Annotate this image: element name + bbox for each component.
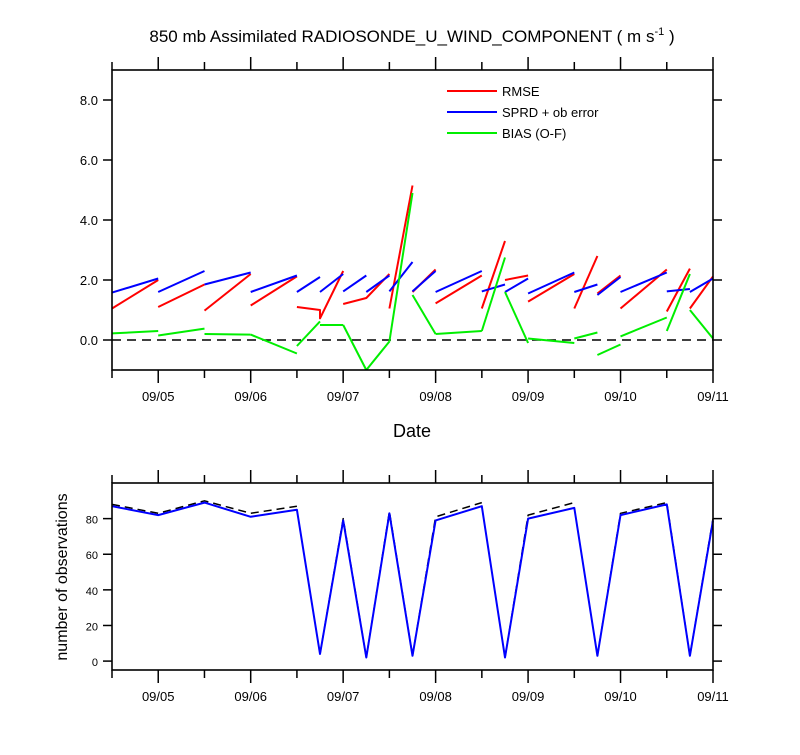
bottom-series-line-possible-observations	[596, 501, 714, 657]
top-x-tick-label: 09/11	[697, 389, 729, 404]
top-series-line-sprd-ob-error	[666, 288, 691, 293]
bottom-series-line-possible-observations	[319, 501, 483, 659]
top-series-line-bias-o-f	[596, 343, 621, 356]
top-series-line-bias-o-f	[504, 291, 530, 344]
top-series-line-rmse	[157, 283, 205, 308]
top-series-line-bias-o-f	[689, 309, 714, 340]
chart-title-close: )	[664, 27, 674, 46]
top-series-line-sprd-ob-error	[596, 276, 622, 296]
bottom-y-tick-label: 80	[86, 515, 98, 527]
top-panel: 0.0 2.0 4.0 6.0 8.0 09/05 09/06 09/07 09/08 09/09…	[80, 57, 729, 404]
top-series-bias-o-f	[111, 192, 714, 371]
top-series-line-bias-o-f	[365, 340, 391, 371]
top-series-line-sprd-ob-error	[573, 283, 598, 293]
legend-label: RMSE	[502, 84, 540, 99]
chart-title-superscript: -1	[654, 26, 664, 38]
bottom-y-tick-label: 0	[92, 657, 98, 669]
top-series-line-sprd-ob-error	[296, 276, 321, 293]
top-series-line-bias-o-f	[342, 324, 368, 371]
bottom-y-tick-label: 60	[86, 550, 98, 562]
top-series-line-sprd-ob-error	[342, 274, 367, 293]
top-series-line-bias-o-f	[528, 337, 575, 344]
top-plot-frame	[111, 69, 714, 371]
top-series-line-sprd-ob-error	[527, 271, 575, 295]
top-y-tick-label: 8.0	[80, 93, 98, 108]
top-series-line-sprd-ob-error	[435, 270, 483, 293]
top-series-line-rmse	[527, 273, 575, 303]
top-series-line-bias-o-f	[620, 316, 668, 338]
top-series-line-bias-o-f	[158, 327, 205, 337]
top-series-line-bias-o-f	[388, 192, 414, 342]
top-series-line-sprd-ob-error	[689, 277, 714, 293]
bottom-panel: 0 20 40 60 80 09/05 09/06 09/07 09/08 09/09 09/10 0…	[86, 470, 729, 704]
top-series-line-rmse	[342, 273, 391, 305]
top-series-line-bias-o-f	[411, 294, 437, 335]
top-series-line-sprd-ob-error	[111, 277, 159, 294]
top-series-line-bias-o-f	[250, 333, 298, 355]
top-x-tick-label: 09/07	[327, 389, 360, 404]
top-series-line-sprd-ob-error	[388, 261, 414, 293]
top-series-line-rmse	[480, 240, 506, 309]
top-series-line-rmse	[296, 270, 345, 320]
bottom-x-tick-label: 09/06	[234, 689, 267, 704]
top-x-tick-label: 09/06	[234, 389, 267, 404]
top-y-tick-label: 2.0	[80, 273, 98, 288]
top-series-line-bias-o-f	[204, 333, 251, 336]
top-y-tick-label: 0.0	[80, 333, 98, 348]
top-series-line-rmse	[388, 185, 414, 309]
top-series-line-rmse	[573, 255, 599, 309]
top-x-tick-label: 09/05	[142, 389, 175, 404]
top-series-line-sprd-ob-error	[504, 277, 529, 293]
legend-label: SPRD + ob error	[502, 105, 599, 120]
top-series-line-rmse	[250, 275, 298, 307]
top-x-tick-label: 09/10	[604, 389, 637, 404]
bottom-x-tick-label: 09/05	[142, 689, 175, 704]
top-series-line-rmse	[203, 273, 252, 312]
bottom-plot-frame	[111, 482, 714, 671]
top-series-rmse	[111, 185, 714, 320]
bottom-y-tick-label: 20	[86, 621, 98, 633]
top-series-line-sprd-ob-error	[365, 274, 390, 293]
top-series-line-bias-o-f	[665, 273, 691, 332]
chart-title: 850 mb Assimilated RADIOSONDE_U_WIND_COM…	[149, 26, 674, 46]
top-series-line-bias-o-f	[111, 330, 159, 335]
top-x-tick-label: 09/09	[512, 389, 545, 404]
bottom-series-line-possible-observations	[111, 500, 298, 515]
x-axis-label: Date	[393, 421, 431, 441]
top-series-line-sprd-ob-error	[250, 274, 298, 293]
bottom-x-tick-label: 09/08	[419, 689, 452, 704]
top-series-line-rmse	[111, 279, 159, 310]
top-series-line-bias-o-f	[435, 330, 482, 335]
top-x-tick-label: 09/08	[419, 389, 452, 404]
bottom-x-tick-label: 09/10	[604, 689, 637, 704]
top-y-tick-label: 6.0	[80, 153, 98, 168]
bottom-x-tick-label: 09/07	[327, 689, 360, 704]
top-y-tick-label: 4.0	[80, 213, 98, 228]
top-series-line-sprd-ob-error	[620, 271, 668, 293]
top-series-line-bias-o-f	[480, 257, 506, 332]
top-series-line-bias-o-f	[296, 320, 321, 347]
top-series-line-bias-o-f	[574, 331, 598, 340]
top-series-line-rmse	[435, 274, 483, 305]
top-series-line-sprd-ob-error	[319, 273, 344, 293]
top-series-line-rmse	[504, 274, 529, 281]
y-axis-label-bottom: number of observations	[54, 493, 71, 660]
bottom-x-tick-label: 09/09	[512, 689, 545, 704]
top-series-line-rmse	[596, 274, 622, 295]
top-series-line-sprd-ob-error	[157, 270, 205, 293]
bottom-series-possible-observations	[111, 500, 714, 659]
bottom-x-tick-label: 09/11	[697, 689, 729, 704]
bottom-series-line-possible-observations	[504, 501, 575, 658]
top-series-sprd-ob-error	[111, 261, 714, 296]
legend: RMSE SPRD + ob error BIAS (O-F)	[447, 84, 599, 141]
top-series-line-sprd-ob-error	[204, 271, 251, 286]
top-series-line-sprd-ob-error	[411, 270, 437, 293]
top-series-line-sprd-ob-error	[481, 283, 506, 293]
bottom-y-tick-label: 40	[86, 586, 98, 598]
legend-label: BIAS (O-F)	[502, 126, 566, 141]
bottom-series-assimilated-observations	[111, 501, 714, 659]
bottom-series-line-assimilated-observations	[111, 501, 714, 659]
